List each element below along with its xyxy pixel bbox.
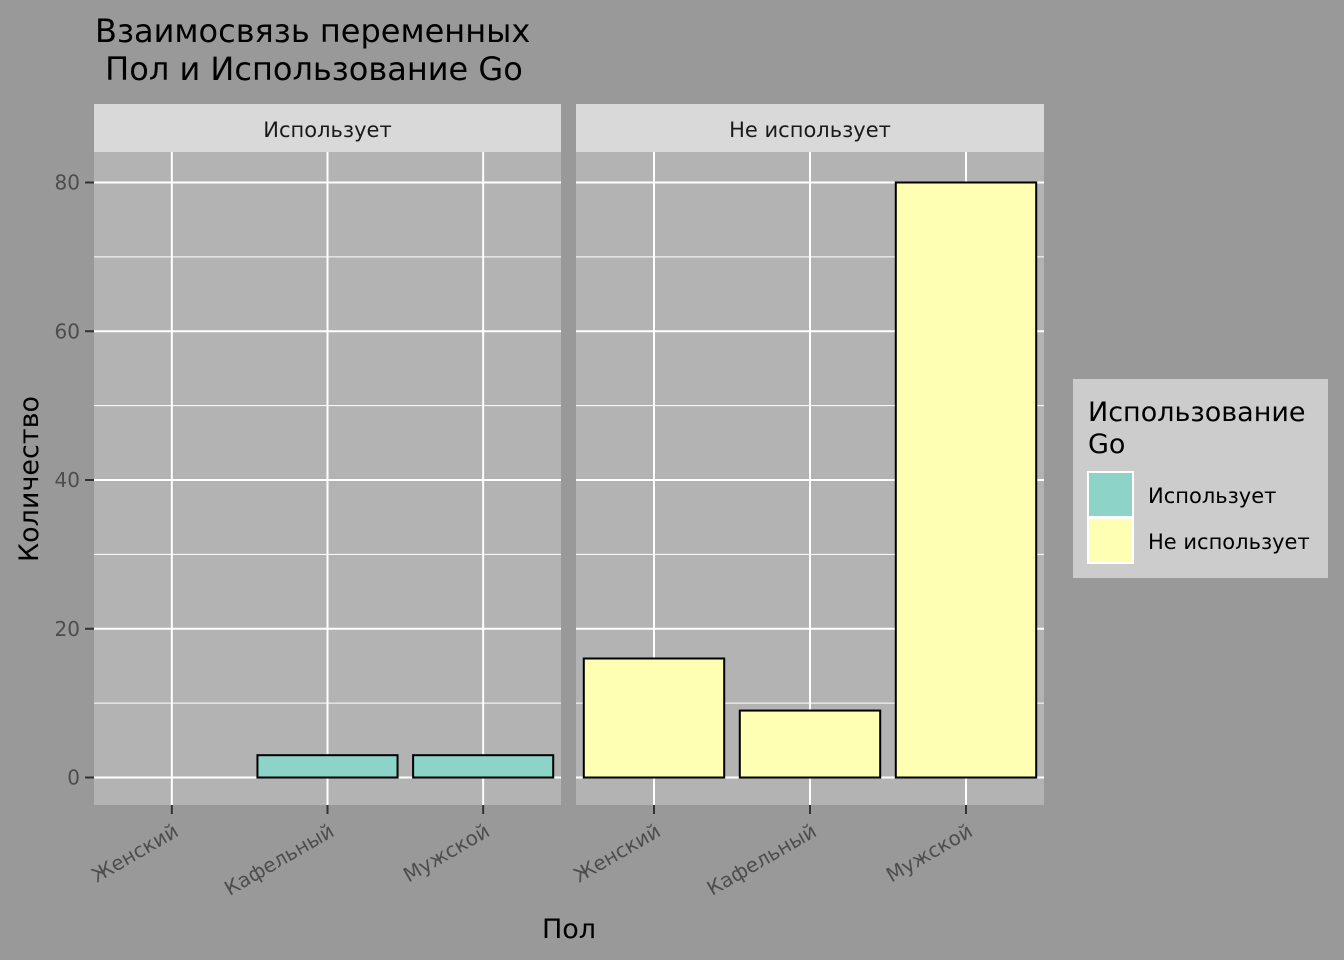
- x-tick-label: Женский: [87, 819, 182, 888]
- y-tick-label: 0: [67, 766, 80, 790]
- legend-items: Использует Не использует: [1087, 471, 1310, 564]
- y-tick-label: 20: [55, 617, 80, 641]
- facet-strip: [576, 104, 1044, 152]
- y-tick-label: 80: [55, 171, 80, 195]
- bar-Мужской: [412, 754, 555, 779]
- x-axis-title: Пол: [542, 914, 596, 945]
- legend-label: Использует: [1148, 484, 1276, 508]
- x-tick-label: Кафельный: [703, 819, 821, 901]
- x-tick-label: Мужской: [882, 819, 977, 887]
- facet-strip: [94, 104, 561, 152]
- x-tick-label: Женский: [569, 819, 664, 888]
- legend-title-line-2: Go: [1088, 429, 1125, 460]
- y-axis: 0 20 40 60 80: [55, 171, 94, 790]
- y-axis-title: Количество: [14, 396, 45, 562]
- facet-panel-2: Не использует Женский Кафельный Мужской: [569, 104, 1044, 900]
- y-tick-label: 40: [55, 468, 80, 492]
- facet-strip-label: Использует: [263, 118, 391, 142]
- bar-Женский: [582, 657, 726, 779]
- legend-swatch: [1087, 471, 1134, 518]
- bar-Кафельный: [738, 709, 882, 779]
- y-tick-label: 60: [55, 319, 80, 343]
- legend-label: Не использует: [1148, 530, 1310, 554]
- bar-Мужской: [894, 181, 1038, 779]
- facet-strip-label: Не использует: [729, 118, 891, 142]
- x-tick-label: Мужской: [399, 819, 494, 887]
- legend: Использование Go Использует Не использует: [1073, 379, 1328, 578]
- chart-title-line-1: Взаимосвязь переменных: [95, 12, 530, 50]
- legend-title-line-1: Использование: [1088, 397, 1306, 428]
- facet-panel-1: Использует Женский Кафельный Мужской: [87, 104, 561, 900]
- legend-swatch: [1087, 517, 1134, 564]
- chart-title-line-2: Пол и Использование Go: [95, 50, 523, 88]
- x-tick-label: Кафельный: [220, 819, 338, 901]
- bar-Кафельный: [256, 754, 399, 779]
